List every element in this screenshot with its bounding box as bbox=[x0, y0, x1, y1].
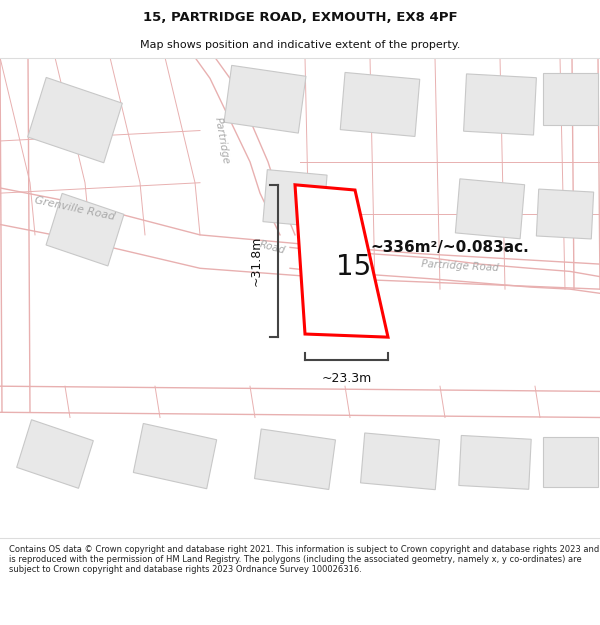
Text: Partridge: Partridge bbox=[213, 117, 231, 166]
Polygon shape bbox=[536, 189, 593, 239]
Text: Partridge Road: Partridge Road bbox=[421, 259, 499, 273]
Polygon shape bbox=[542, 73, 598, 126]
Polygon shape bbox=[224, 66, 306, 133]
Polygon shape bbox=[17, 420, 94, 488]
Text: Road: Road bbox=[258, 239, 286, 256]
Polygon shape bbox=[455, 179, 524, 239]
Polygon shape bbox=[263, 169, 327, 227]
Polygon shape bbox=[254, 429, 335, 489]
Polygon shape bbox=[459, 436, 531, 489]
Text: ~336m²/~0.083ac.: ~336m²/~0.083ac. bbox=[370, 240, 529, 255]
Text: ~23.3m: ~23.3m bbox=[322, 372, 371, 386]
Polygon shape bbox=[28, 78, 122, 162]
Polygon shape bbox=[361, 433, 439, 489]
Polygon shape bbox=[340, 72, 420, 136]
Text: Grenville Road: Grenville Road bbox=[34, 196, 116, 222]
Text: 15, PARTRIDGE ROAD, EXMOUTH, EX8 4PF: 15, PARTRIDGE ROAD, EXMOUTH, EX8 4PF bbox=[143, 11, 457, 24]
Polygon shape bbox=[295, 185, 388, 337]
Polygon shape bbox=[133, 424, 217, 489]
Text: ~31.8m: ~31.8m bbox=[250, 236, 263, 286]
Text: Map shows position and indicative extent of the property.: Map shows position and indicative extent… bbox=[140, 40, 460, 50]
Text: Contains OS data © Crown copyright and database right 2021. This information is : Contains OS data © Crown copyright and d… bbox=[9, 544, 599, 574]
Polygon shape bbox=[464, 74, 536, 135]
Polygon shape bbox=[46, 193, 124, 266]
Polygon shape bbox=[542, 438, 598, 488]
Text: 15: 15 bbox=[336, 253, 371, 281]
